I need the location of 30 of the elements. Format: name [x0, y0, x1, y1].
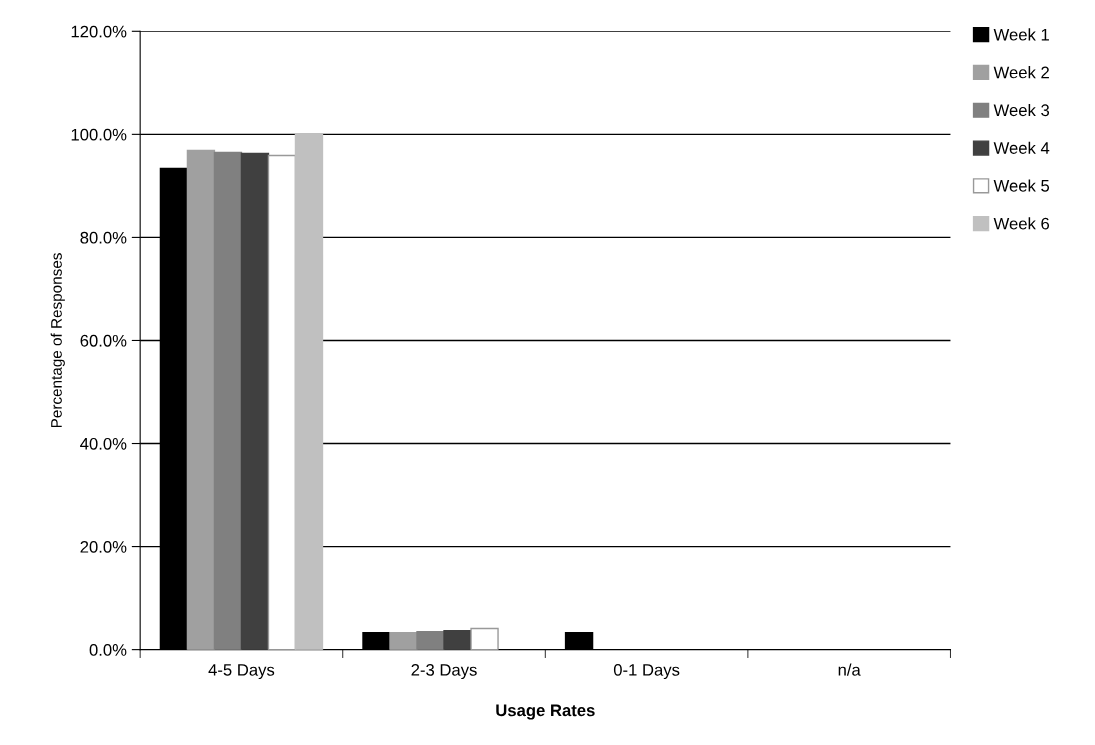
bar	[294, 133, 324, 650]
legend-label: Week 1	[993, 28, 1049, 41]
bar	[240, 152, 270, 650]
legend-label: Week 5	[993, 179, 1050, 192]
bar	[362, 631, 391, 650]
bar	[389, 631, 418, 650]
legend-label: Week 2	[993, 66, 1049, 79]
y-tick-label: 80.0%	[80, 231, 127, 244]
legend-label: Week 3	[993, 103, 1050, 117]
bar	[186, 149, 216, 650]
legend-label: Week 6	[993, 217, 1050, 230]
bar	[443, 629, 472, 650]
y-tick-label: 0.0%	[89, 644, 127, 656]
bar	[213, 151, 243, 650]
y-axis-title: Percentage of Responses	[50, 253, 65, 428]
x-axis-title: Usage Rates	[496, 704, 595, 720]
y-tick-label: 40.0%	[80, 437, 127, 450]
bar	[564, 631, 594, 650]
y-tick-label: 20.0%	[80, 540, 127, 553]
legend-label: Week 4	[993, 141, 1050, 154]
bar	[416, 630, 445, 650]
x-tick-label: 0-1 Days	[613, 663, 680, 680]
y-tick-label: 100.0%	[71, 128, 127, 141]
x-tick-label: n/a	[838, 663, 861, 676]
y-tick-label: 120.0%	[71, 25, 127, 38]
x-tick-label: 4-5 Days	[208, 664, 275, 680]
y-tick-label: 60.0%	[80, 334, 127, 347]
bar	[470, 627, 499, 650]
bar	[267, 154, 297, 650]
x-tick-label: 2-3 Days	[411, 663, 477, 680]
